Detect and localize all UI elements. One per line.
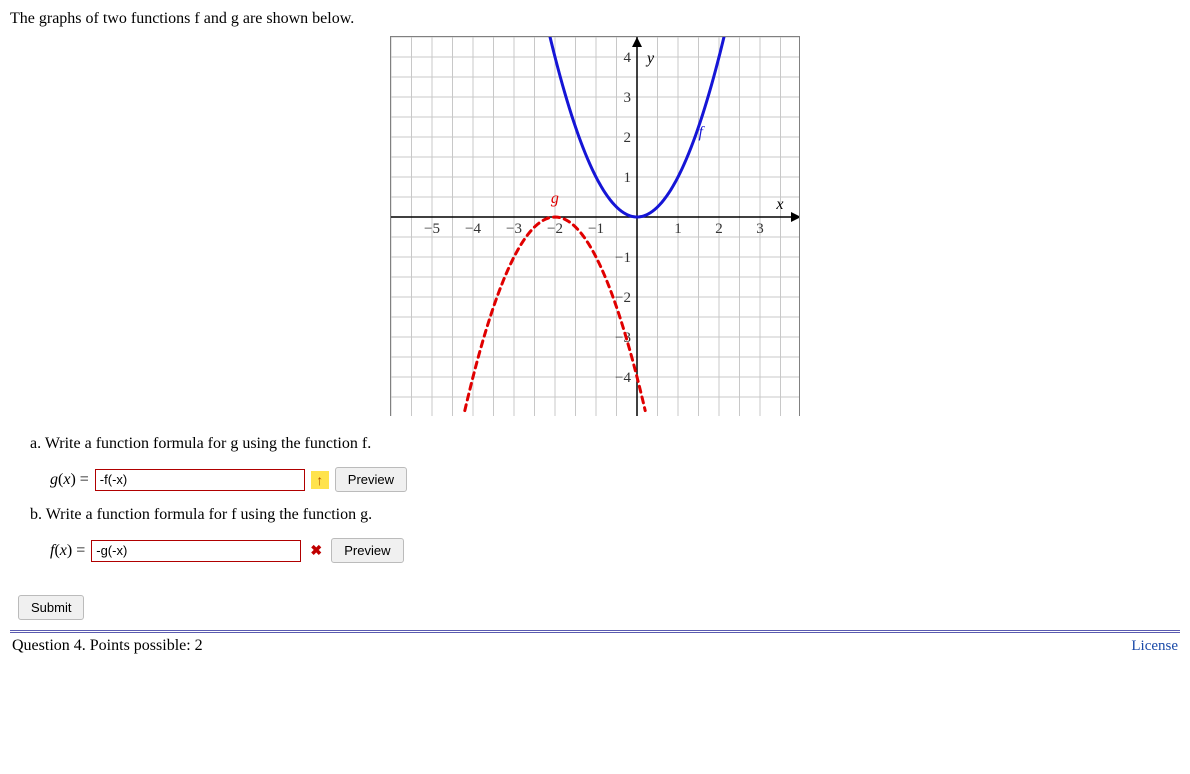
svg-text:−2: −2 bbox=[547, 221, 563, 237]
svg-text:−2: −2 bbox=[615, 290, 631, 306]
svg-text:1: 1 bbox=[674, 221, 682, 237]
question-points: Question 4. Points possible: 2 bbox=[12, 637, 203, 655]
g-of-x-label: g(x) = bbox=[50, 471, 89, 489]
svg-text:3: 3 bbox=[624, 90, 632, 106]
chart-container: −5−4−3−2−1123−4−3−2−11234xygf bbox=[10, 36, 1180, 421]
preview-button-b[interactable]: Preview bbox=[331, 538, 403, 563]
svg-text:−1: −1 bbox=[588, 221, 604, 237]
part-a-feedback-icon: ↑ bbox=[311, 471, 329, 489]
footer-divider bbox=[10, 630, 1180, 633]
svg-text:3: 3 bbox=[756, 221, 764, 237]
submit-button[interactable]: Submit bbox=[18, 595, 84, 620]
svg-text:−5: −5 bbox=[424, 221, 440, 237]
f-of-x-label: f(x) = bbox=[50, 542, 85, 560]
part-b-feedback-icon: ✖ bbox=[307, 542, 325, 559]
part-a-answer-row: g(x) = ↑ Preview bbox=[50, 467, 1180, 492]
svg-text:4: 4 bbox=[624, 50, 632, 66]
f-formula-input[interactable] bbox=[91, 540, 301, 562]
svg-text:2: 2 bbox=[715, 221, 723, 237]
svg-text:2: 2 bbox=[624, 130, 632, 146]
svg-text:−4: −4 bbox=[615, 370, 631, 386]
g-formula-input[interactable] bbox=[95, 469, 305, 491]
intro-text: The graphs of two functions f and g are … bbox=[10, 10, 1180, 28]
function-graph: −5−4−3−2−1123−4−3−2−11234xygf bbox=[390, 36, 800, 416]
svg-text:−4: −4 bbox=[465, 221, 481, 237]
svg-text:g: g bbox=[551, 190, 559, 207]
svg-text:f: f bbox=[699, 124, 706, 141]
svg-text:x: x bbox=[775, 196, 783, 213]
svg-text:−1: −1 bbox=[615, 250, 631, 266]
footer: Question 4. Points possible: 2 License bbox=[10, 637, 1180, 655]
svg-text:y: y bbox=[645, 50, 655, 67]
preview-button-a[interactable]: Preview bbox=[335, 467, 407, 492]
part-b-answer-row: f(x) = ✖ Preview bbox=[50, 538, 1180, 563]
svg-text:−3: −3 bbox=[506, 221, 522, 237]
part-b-text: b. Write a function formula for f using … bbox=[30, 506, 1180, 524]
part-a-text: a. Write a function formula for g using … bbox=[30, 435, 1180, 453]
svg-text:1: 1 bbox=[624, 170, 632, 186]
license-link[interactable]: License bbox=[1131, 638, 1178, 655]
